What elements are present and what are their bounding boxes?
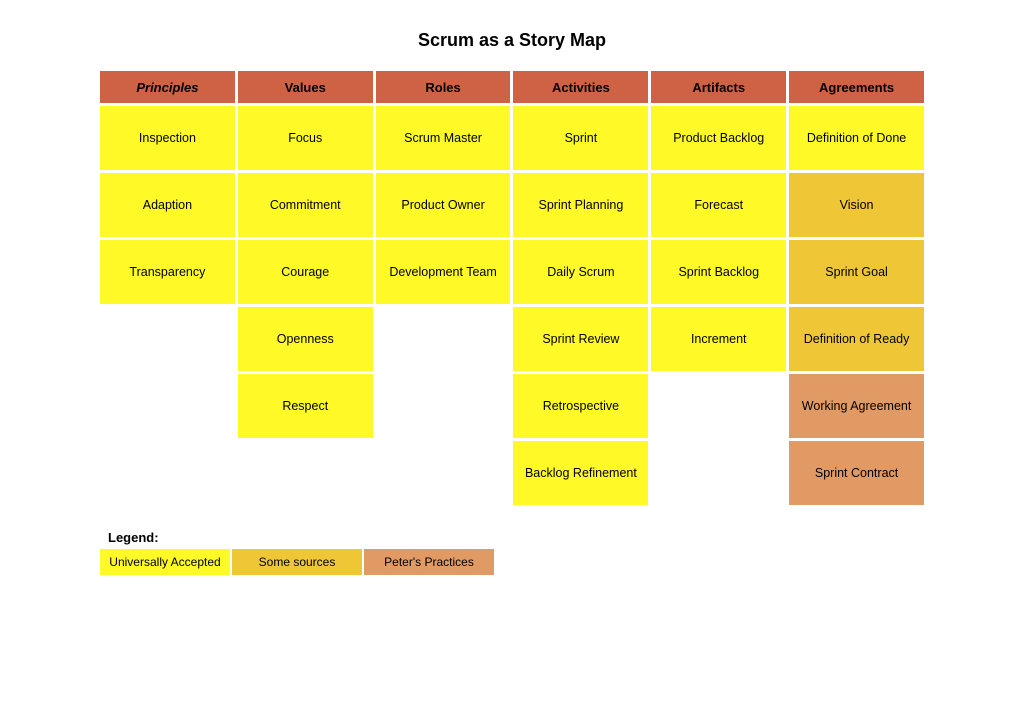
empty-cell [651, 374, 786, 438]
column-header: Principles [100, 71, 235, 103]
empty-cell [376, 374, 511, 438]
story-card: Courage [238, 240, 373, 304]
story-card: Transparency [100, 240, 235, 304]
empty-cell [651, 441, 786, 505]
story-card: Product Backlog [651, 106, 786, 170]
legend-item: Universally Accepted [100, 549, 230, 575]
story-card: Adaption [100, 173, 235, 237]
story-card: Backlog Refinement [513, 441, 648, 505]
page-title: Scrum as a Story Map [50, 30, 974, 51]
story-card: Sprint Review [513, 307, 648, 371]
empty-cell [100, 307, 235, 371]
legend-row: Universally AcceptedSome sourcesPeter's … [100, 549, 924, 575]
story-map-grid: PrinciplesValuesRolesActivitiesArtifacts… [100, 71, 924, 505]
story-card: Sprint Contract [789, 441, 924, 505]
story-card: Inspection [100, 106, 235, 170]
story-card: Forecast [651, 173, 786, 237]
story-card: Commitment [238, 173, 373, 237]
empty-cell [376, 307, 511, 371]
story-card: Retrospective [513, 374, 648, 438]
column-header: Values [238, 71, 373, 103]
story-card: Openness [238, 307, 373, 371]
story-card: Sprint Goal [789, 240, 924, 304]
empty-cell [100, 441, 235, 505]
empty-cell [376, 441, 511, 505]
story-card: Working Agreement [789, 374, 924, 438]
story-card: Daily Scrum [513, 240, 648, 304]
column-header: Roles [376, 71, 511, 103]
legend-item: Some sources [232, 549, 362, 575]
story-card: Vision [789, 173, 924, 237]
story-card: Definition of Ready [789, 307, 924, 371]
legend: Legend: Universally AcceptedSome sources… [100, 530, 924, 575]
story-card: Product Owner [376, 173, 511, 237]
column-header: Artifacts [651, 71, 786, 103]
story-card: Sprint Backlog [651, 240, 786, 304]
story-card: Scrum Master [376, 106, 511, 170]
story-card: Increment [651, 307, 786, 371]
empty-cell [100, 374, 235, 438]
story-card: Focus [238, 106, 373, 170]
column-header: Agreements [789, 71, 924, 103]
story-card: Development Team [376, 240, 511, 304]
legend-item: Peter's Practices [364, 549, 494, 575]
story-card: Definition of Done [789, 106, 924, 170]
column-header: Activities [513, 71, 648, 103]
story-card: Sprint [513, 106, 648, 170]
story-card: Respect [238, 374, 373, 438]
story-card: Sprint Planning [513, 173, 648, 237]
legend-title: Legend: [108, 530, 924, 545]
empty-cell [238, 441, 373, 505]
